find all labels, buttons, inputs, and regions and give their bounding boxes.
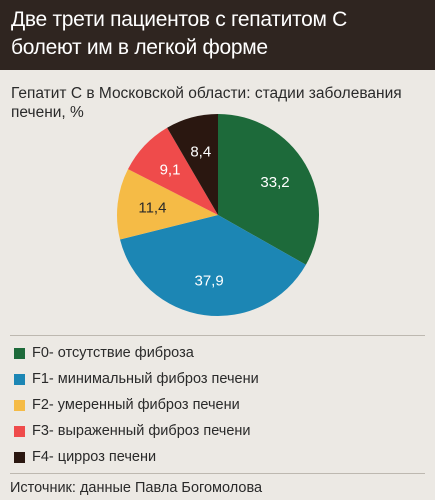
pie-chart: 33,2 37,9 11,4 9,1 8,4 <box>117 114 320 317</box>
pie-slice-f2 <box>117 169 218 240</box>
chart-header: Две трети пациентов с гепатитом С болеют… <box>0 0 435 70</box>
legend-swatch-f1 <box>14 373 25 385</box>
legend-label-f1: F1- минимальный фиброз печени <box>32 371 259 387</box>
pie-slice-f1 <box>120 215 306 317</box>
legend-item-f0: F0- отсутствие фиброза <box>10 340 425 366</box>
pie-slice-f3 <box>128 127 218 215</box>
data-label-f1: 37,9 <box>195 272 224 289</box>
legend-item-f3: F3- выраженный фиброз печени <box>10 418 425 444</box>
data-label-f4: 8,4 <box>190 143 211 160</box>
legend-swatch-f3 <box>14 425 25 437</box>
chart-subtitle: Гепатит С в Московской области: стадии з… <box>11 85 402 121</box>
legend-swatch-f4 <box>14 451 25 463</box>
source-note: Источник: данные Павла Богомолова <box>10 480 263 496</box>
legend-item-f1: F1- минимальный фиброз печени <box>10 366 425 392</box>
legend-item-f4: F4- цирроз печени <box>10 444 425 470</box>
data-label-f3: 9,1 <box>160 162 181 179</box>
data-label-f2: 11,4 <box>138 200 166 217</box>
legend-swatch-f0 <box>14 347 25 359</box>
pie-slice-f0 <box>218 114 320 265</box>
legend: F0- отсутствие фиброза F1- минимальный ф… <box>10 335 425 474</box>
chart-title-line-1: Две трети пациентов с гепатитом С <box>11 8 348 31</box>
chart-title-line-2: болеют им в легкой форме <box>11 36 268 59</box>
pie-slice-f4 <box>167 114 218 215</box>
legend-label-f0: F0- отсутствие фиброза <box>32 345 194 361</box>
legend-swatch-f2 <box>14 399 25 411</box>
legend-label-f2: F2- умеренный фиброз печени <box>32 397 240 413</box>
legend-item-f2: F2- умеренный фиброз печени <box>10 392 425 418</box>
legend-label-f3: F3- выраженный фиброз печени <box>32 423 251 439</box>
data-label-f0: 33,2 <box>260 174 289 191</box>
legend-label-f4: F4- цирроз печени <box>32 449 157 465</box>
